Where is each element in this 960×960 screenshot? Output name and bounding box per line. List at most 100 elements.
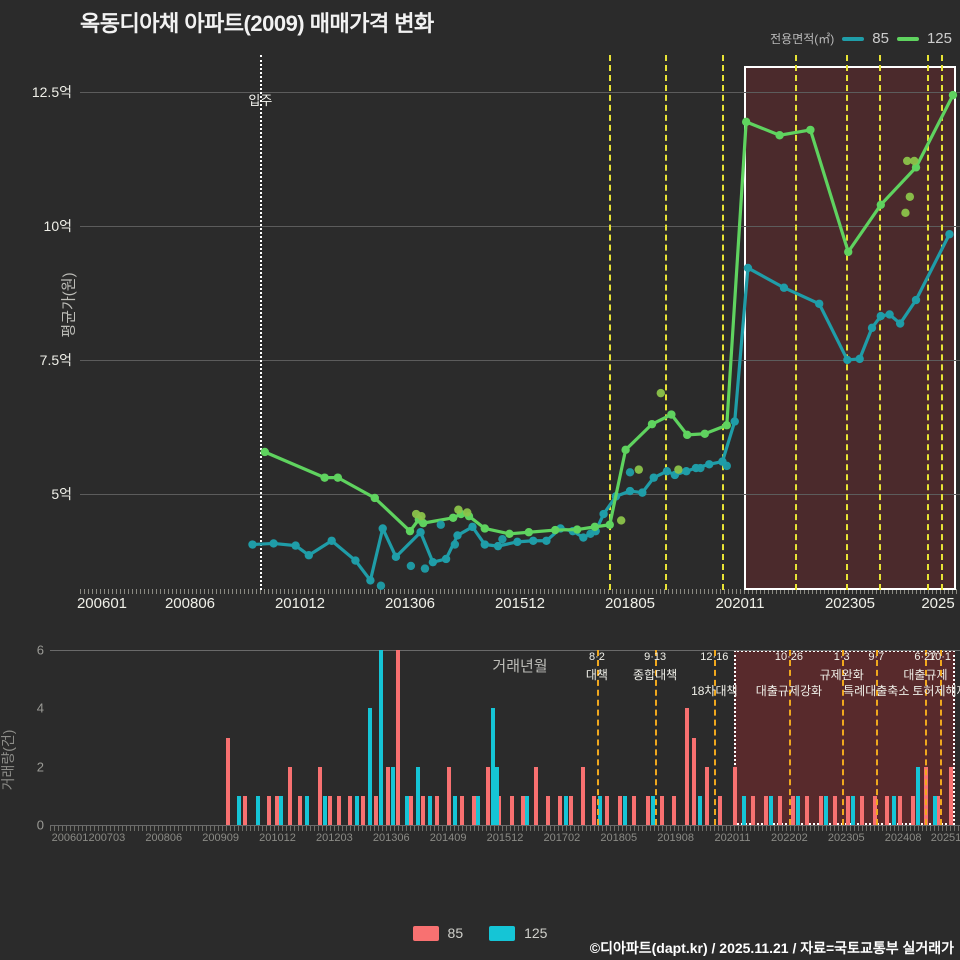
volume-x-tick-label: 201512 — [486, 832, 524, 844]
volume-bar — [521, 795, 526, 825]
volume-bar — [659, 795, 664, 825]
volume-x-tick-label: 200806 — [145, 832, 183, 844]
volume-bar — [597, 795, 602, 825]
volume-bar — [404, 795, 409, 825]
price-gridline — [80, 493, 960, 495]
volume-bar — [367, 708, 372, 825]
volume-bar — [385, 766, 390, 825]
volume-event-line — [788, 650, 791, 825]
volume-bar — [859, 795, 864, 825]
volume-event-date: 6·27 — [914, 651, 937, 663]
volume-event-date: 10·26 — [774, 651, 803, 663]
price-x-tick-label: 202305 — [824, 595, 876, 612]
volume-bar — [236, 795, 241, 825]
volume-x-tick-label: 202305 — [827, 832, 865, 844]
volume-event-name: 대출규제 — [903, 668, 948, 682]
volume-bar — [373, 795, 378, 825]
volume-y-tick-label: 4 — [36, 700, 44, 716]
volume-bar — [850, 795, 855, 825]
volume-bar — [898, 795, 903, 825]
volume-bar — [818, 795, 823, 825]
volume-event-line — [939, 650, 942, 825]
legend-label-85[interactable]: 85 — [872, 30, 889, 47]
price-gridline — [80, 226, 960, 228]
volume-bar — [379, 650, 384, 825]
volume-bar — [475, 795, 480, 825]
volume-bar — [936, 795, 941, 825]
price-x-tick-label: 2025 — [921, 595, 955, 612]
volume-event-name: 대책 — [585, 668, 608, 682]
volume-event-name: 18차대책 — [691, 684, 738, 698]
volume-legend-item-85[interactable]: 85 — [412, 925, 464, 941]
legend-label-125[interactable]: 125 — [926, 30, 952, 47]
volume-event-line — [596, 650, 599, 825]
price-highlight-region — [744, 65, 957, 590]
price-x-tick-label: 201805 — [604, 595, 656, 612]
volume-bar — [568, 795, 573, 825]
volume-bar — [266, 795, 271, 825]
volume-bar — [564, 795, 569, 825]
move-in-label: 입주 — [248, 92, 273, 108]
price-x-tick-label: 202011 — [715, 595, 765, 612]
volume-x-tick-label: 201306 — [372, 832, 410, 844]
volume-event-line — [876, 650, 879, 825]
price-x-tick-label: 201012 — [274, 595, 326, 612]
volume-y-tick-label: 2 — [36, 759, 44, 775]
volume-x-tick-label: 200601 — [51, 832, 89, 844]
volume-bar — [427, 795, 432, 825]
price-gridline — [80, 92, 960, 94]
volume-bar — [459, 795, 464, 825]
price-event-line — [926, 55, 929, 590]
volume-x-tick-label: 202408 — [884, 832, 922, 844]
volume-x-tickband — [50, 826, 960, 831]
volume-bar — [446, 766, 451, 825]
volume-chart-legend: 85 125 — [0, 925, 960, 941]
price-x-tickband — [80, 589, 960, 594]
volume-bar — [692, 737, 697, 825]
volume-bar — [705, 766, 710, 825]
price-event-line — [845, 55, 848, 590]
price-event-line — [608, 55, 611, 590]
volume-bar — [336, 795, 341, 825]
volume-bar — [395, 650, 400, 825]
volume-event-name: 종합대책 — [633, 668, 678, 682]
price-y-tick-label: 12.5억 — [31, 84, 72, 101]
volume-bar — [891, 795, 896, 825]
volume-bar — [768, 795, 773, 825]
volume-event-date: 8·2 — [588, 651, 605, 663]
volume-legend-label-125: 125 — [524, 925, 548, 941]
price-chart-legend: 전용면적(㎡) 85 125 — [770, 30, 952, 47]
price-x-tick-label: 200601 — [76, 595, 128, 612]
volume-x-tick-label: 201203 — [316, 832, 353, 844]
volume-bar — [545, 795, 550, 825]
volume-bar — [650, 795, 655, 825]
volume-bar — [685, 708, 690, 825]
volume-event-date: 10·1 — [928, 651, 951, 663]
volume-event-date: 9·13 — [644, 651, 667, 663]
price-gridline — [80, 359, 960, 361]
volume-bar — [242, 795, 247, 825]
volume-bar — [778, 795, 782, 825]
volume-bar — [832, 795, 837, 825]
volume-event-name: 토허제해제 — [912, 684, 960, 698]
volume-bar — [328, 795, 333, 825]
volume-y-axis-title: 거래량(건) — [0, 729, 16, 791]
volume-legend-item-125[interactable]: 125 — [489, 925, 547, 941]
volume-bar — [279, 795, 284, 825]
volume-bar — [932, 795, 937, 825]
volume-x-tick-label: 201908 — [657, 832, 694, 844]
volume-bar — [764, 795, 769, 825]
volume-bar — [434, 795, 439, 825]
volume-legend-swatch-85 — [412, 925, 439, 941]
volume-x-tick-label: 201702 — [543, 832, 581, 844]
volume-event-line — [714, 650, 717, 825]
volume-bar — [885, 795, 890, 825]
volume-bar — [580, 766, 585, 825]
volume-bar — [916, 766, 921, 825]
price-y-tick-label: 7.5억 — [39, 351, 72, 368]
volume-bar — [409, 795, 414, 825]
price-event-line — [794, 55, 797, 590]
volume-bar — [741, 795, 746, 825]
volume-bar — [361, 795, 366, 825]
volume-legend-label-85: 85 — [447, 925, 464, 941]
